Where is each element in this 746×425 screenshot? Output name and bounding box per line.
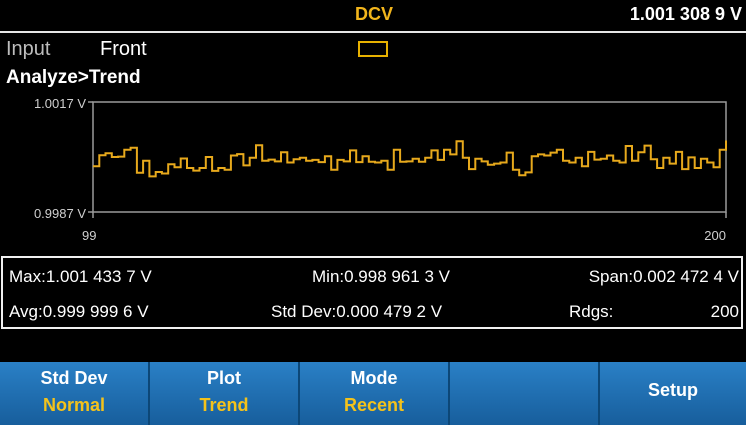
- stat-avg: Avg:0.999 999 6 V: [9, 302, 149, 321]
- softkey-value: Trend: [199, 395, 249, 415]
- softkey-value: Recent: [343, 395, 405, 415]
- stat-max: Max:1.001 433 7 V: [9, 267, 152, 286]
- softkey-label: Setup: [647, 380, 698, 400]
- y-tick-label-max: 1.0017 V: [34, 96, 86, 111]
- stat-rdgs-label: Rdgs:: [569, 302, 614, 321]
- breadcrumb: Analyze>Trend: [6, 67, 141, 88]
- softkey-label: Mode: [350, 368, 398, 388]
- divider: [0, 31, 746, 33]
- trend-chart: 1.0017 V 0.9987 V 99 200: [34, 96, 727, 243]
- top-status-bar: DCV 1.001 308 9 V: [0, 0, 746, 30]
- stat-rdgs-value: 200: [710, 302, 739, 321]
- main-reading: 1.001 308 9 V: [629, 4, 742, 24]
- trend-line: [93, 140, 727, 178]
- x-tick-label-start: 99: [82, 228, 96, 243]
- input-value: Front: [100, 38, 147, 60]
- x-tick-label-end: 200: [704, 228, 726, 243]
- softkey-label: Plot: [207, 368, 241, 388]
- stat-std-dev: Std Dev:0.000 479 2 V: [271, 302, 443, 321]
- stat-span: Span:0.002 472 4 V: [588, 267, 739, 286]
- softkey-bar: Std Dev Normal Plot Trend Mode Recent Se…: [0, 362, 746, 425]
- plot-area-frame: [92, 101, 727, 213]
- statistics-panel: Max:1.001 433 7 V Min:0.998 961 3 V Span…: [1, 256, 743, 329]
- stat-min: Min:0.998 961 3 V: [312, 267, 450, 286]
- input-label: Input: [6, 38, 51, 60]
- softkey-plot[interactable]: Plot Trend: [150, 362, 300, 425]
- softkey-setup[interactable]: Setup: [600, 362, 746, 425]
- softkey-blank[interactable]: [450, 362, 600, 425]
- measurement-mode: DCV: [355, 4, 394, 24]
- y-tick-label-min: 0.9987 V: [34, 206, 86, 221]
- softkey-std-dev[interactable]: Std Dev Normal: [0, 362, 150, 425]
- trigger-indicator-icon: [358, 41, 388, 57]
- softkey-value: Normal: [42, 395, 105, 415]
- softkey-mode[interactable]: Mode Recent: [300, 362, 450, 425]
- softkey-label: Std Dev: [40, 368, 108, 388]
